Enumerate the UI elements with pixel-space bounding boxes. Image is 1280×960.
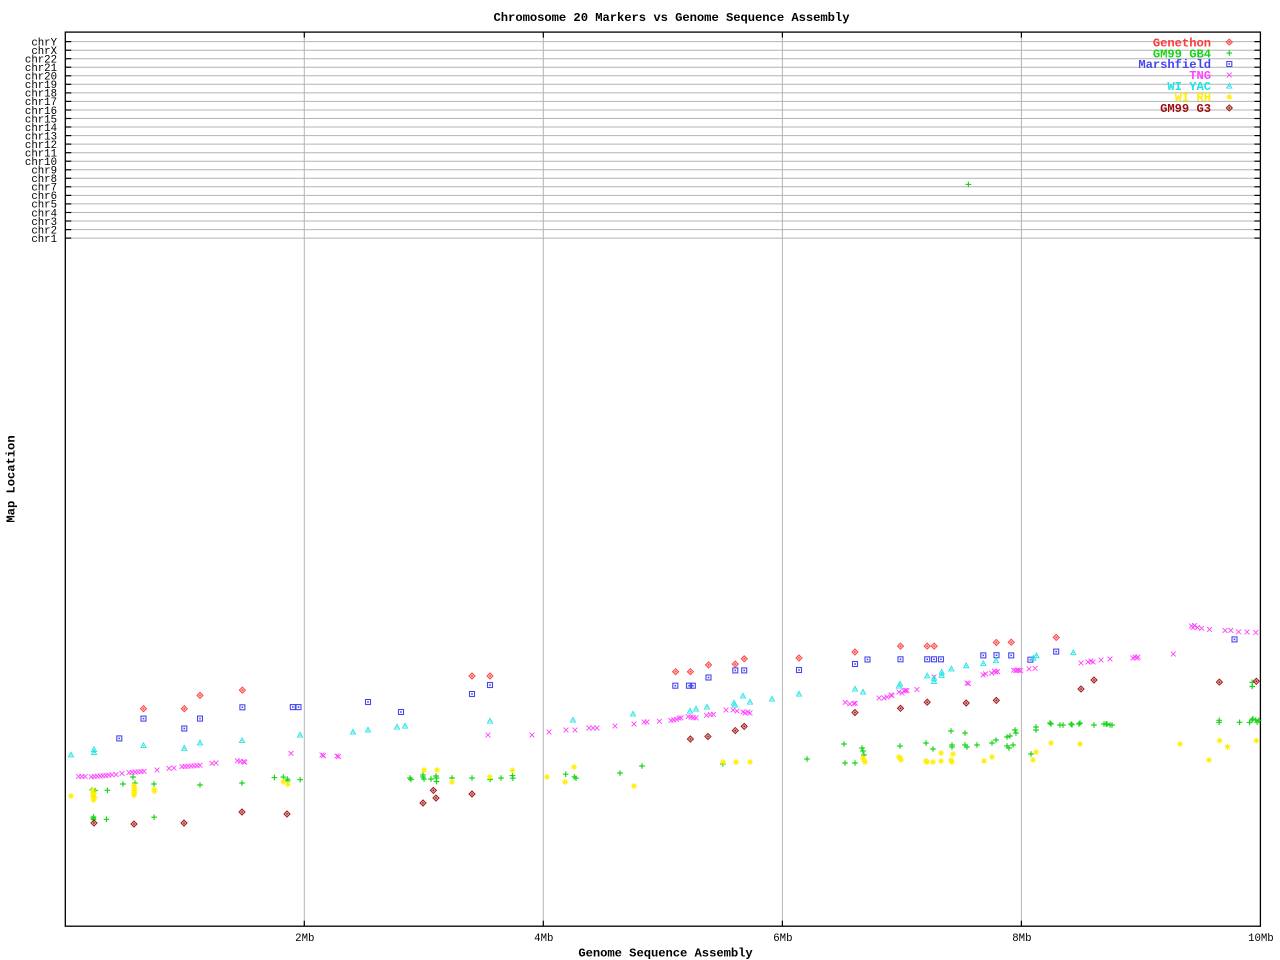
svg-text:chr12: chr12 (25, 140, 57, 152)
svg-text:WI RH: WI RH (1175, 91, 1211, 105)
svg-text:Genethon: Genethon (1153, 36, 1211, 50)
svg-text:chr5: chr5 (31, 200, 57, 212)
svg-text:TNG: TNG (1189, 69, 1211, 83)
svg-text:chrX: chrX (31, 46, 57, 58)
svg-text:GM99 GB4: GM99 GB4 (1153, 47, 1211, 61)
svg-text:WI YAC: WI YAC (1167, 80, 1211, 94)
svg-text:chr6: chr6 (31, 191, 57, 203)
svg-text:Chromosome 20 Markers vs Genom: Chromosome 20 Markers vs Genome Sequence… (494, 11, 851, 25)
svg-text:8Mb: 8Mb (1012, 933, 1031, 945)
svg-text:chr2: chr2 (31, 225, 57, 237)
svg-text:chr7: chr7 (31, 183, 57, 195)
svg-text:chr1: chr1 (31, 234, 57, 246)
svg-text:GM99 G3: GM99 G3 (1160, 102, 1211, 116)
svg-text:Marshfield: Marshfield (1138, 58, 1211, 72)
svg-text:chr21: chr21 (25, 63, 57, 75)
svg-text:4Mb: 4Mb (534, 933, 553, 945)
svg-text:chrY: chrY (31, 37, 57, 49)
svg-text:6Mb: 6Mb (773, 933, 792, 945)
svg-text:chr18: chr18 (25, 89, 57, 101)
svg-text:Genome Sequence Assembly: Genome Sequence Assembly (578, 947, 753, 960)
svg-text:Map Location: Map Location (5, 435, 19, 522)
svg-text:chr22: chr22 (25, 55, 57, 67)
svg-text:chr19: chr19 (25, 80, 57, 92)
svg-text:chr13: chr13 (25, 131, 57, 143)
svg-text:chr3: chr3 (31, 217, 57, 229)
svg-text:chr14: chr14 (25, 123, 57, 135)
svg-text:10Mb: 10Mb (1248, 933, 1274, 945)
svg-text:chr17: chr17 (25, 97, 57, 109)
svg-text:chr11: chr11 (25, 149, 57, 161)
svg-text:chr20: chr20 (25, 72, 57, 84)
svg-text:chr9: chr9 (31, 166, 57, 178)
svg-text:chr10: chr10 (25, 157, 57, 169)
svg-text:chr16: chr16 (25, 106, 57, 118)
svg-text:chr4: chr4 (31, 208, 57, 220)
svg-text:chr8: chr8 (31, 174, 57, 186)
svg-text:chr15: chr15 (25, 114, 57, 126)
svg-text:2Mb: 2Mb (295, 933, 314, 945)
